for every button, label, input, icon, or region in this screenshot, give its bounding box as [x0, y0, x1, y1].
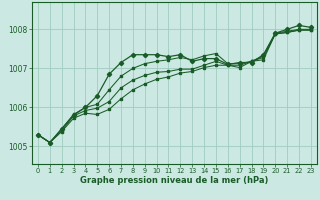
- X-axis label: Graphe pression niveau de la mer (hPa): Graphe pression niveau de la mer (hPa): [80, 176, 268, 185]
